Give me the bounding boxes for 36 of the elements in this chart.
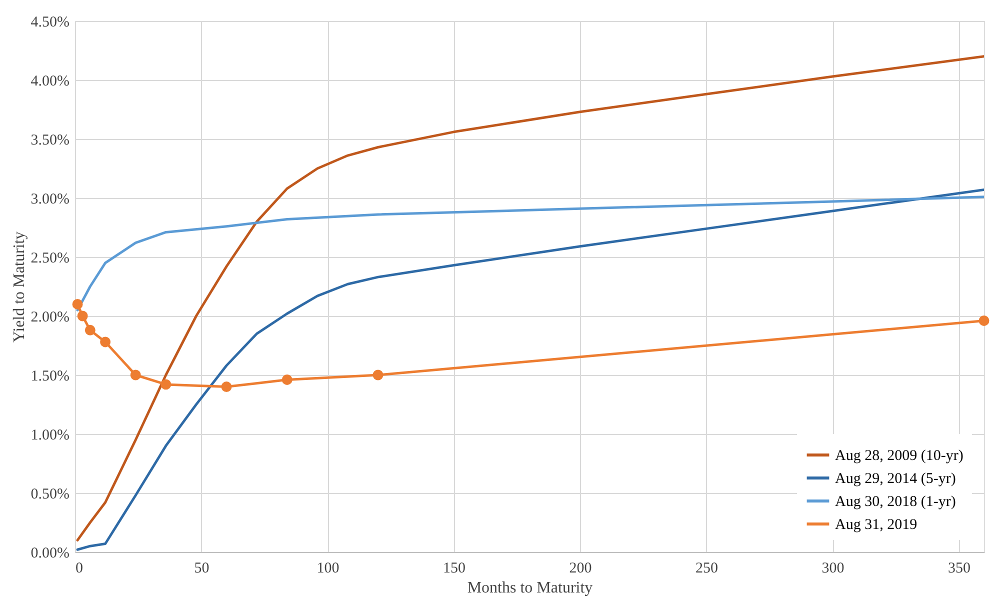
point (221, 382, 232, 392)
line-series (76, 188, 984, 551)
y-tick-label: 4.00% (30, 74, 70, 90)
point (72, 298, 83, 310)
point (130, 370, 141, 380)
y-tick-label: 1.50% (30, 368, 70, 384)
x-axis-title: Months to Maturity (467, 580, 593, 596)
x-tick-label: 250 (696, 560, 718, 576)
y-tick-label: 3.50% (30, 132, 70, 148)
legend-label: Aug 28, 2009 (10-yr) (835, 448, 964, 464)
y-tick-label: 3.00% (30, 192, 70, 208)
point (372, 370, 384, 380)
y-axis-title: Yield to Maturity (10, 231, 28, 343)
x-tick-label: 200 (569, 560, 592, 576)
point (100, 336, 111, 348)
line-series (76, 55, 984, 542)
x-tick-label: 300 (822, 560, 844, 576)
y-tick-label: 2.50% (30, 250, 70, 266)
point (978, 315, 990, 326)
y-tick-label: 1.00% (30, 428, 70, 444)
legend-label: Aug 31, 2019 (835, 517, 918, 533)
x-tick-label: 100 (316, 560, 340, 576)
x-tick-label: 50 (194, 560, 210, 576)
point (160, 379, 172, 390)
x-tick-label: 150 (443, 560, 466, 576)
legend-label: Aug 30, 2018 (1-yr) (835, 494, 956, 510)
point (77, 310, 88, 322)
y-tick-label: 4.50% (30, 14, 70, 30)
y-tick-label: 0.00% (30, 546, 70, 562)
y-tick-label: 0.50% (30, 486, 70, 502)
x-tick-label: 350 (948, 560, 970, 576)
y-tick-label: 2.00% (30, 310, 70, 326)
point (84, 324, 96, 336)
point (282, 374, 292, 385)
legend-label: Aug 29, 2014 (5-yr) (835, 471, 956, 487)
x-tick-label: 0 (76, 560, 83, 576)
